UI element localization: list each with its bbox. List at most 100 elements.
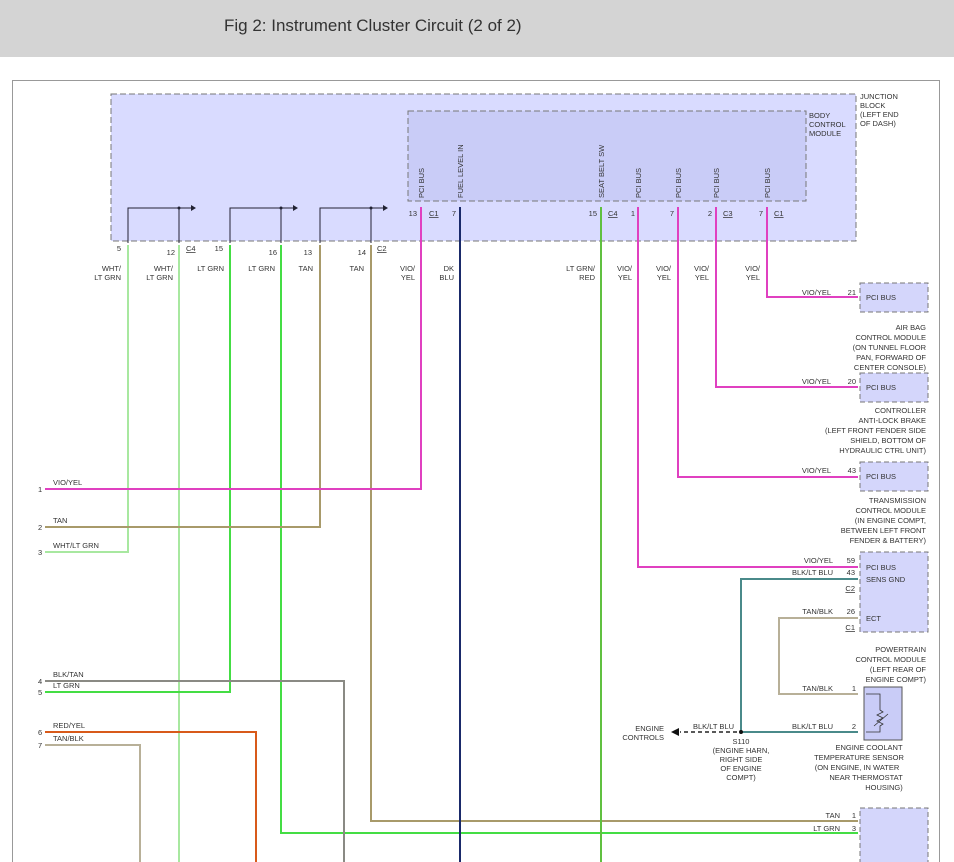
svg-text:BLK/LT BLU: BLK/LT BLU	[792, 568, 833, 577]
svg-text:3: 3	[38, 548, 42, 557]
body-control-module	[407, 110, 807, 202]
wire-tan-2	[45, 245, 321, 528]
svg-text:C1: C1	[429, 209, 439, 218]
svg-text:15: 15	[589, 209, 597, 218]
svg-text:PCI BUS: PCI BUS	[763, 168, 772, 198]
svg-text:SEAT BELT SW: SEAT BELT SW	[597, 144, 606, 198]
wire-blk-lt-blu	[740, 578, 858, 733]
svg-text:2: 2	[852, 722, 856, 731]
wire-red-yel	[45, 731, 257, 862]
wire-lt-grn-5	[45, 245, 231, 693]
jumper-arrows	[177, 205, 388, 211]
arrow-left-icon	[671, 728, 679, 736]
bcm-pin-names: PCI BUS FUEL LEVEL IN SEAT BELT SW PCI B…	[417, 144, 772, 198]
svg-text:PCI BUS: PCI BUS	[866, 383, 896, 392]
svg-text:1: 1	[852, 811, 856, 820]
svg-text:PCI BUS: PCI BUS	[866, 293, 896, 302]
svg-text:1: 1	[38, 485, 42, 494]
abs-module-box	[859, 372, 929, 403]
svg-text:VIO/YEL: VIO/YEL	[802, 288, 831, 297]
svg-text:FUEL LEVEL IN: FUEL LEVEL IN	[456, 144, 465, 198]
bcm-label: BODY CONTROL MODULE	[809, 111, 846, 138]
svg-text:TAN/BLK: TAN/BLK	[53, 734, 84, 743]
svg-text:VIO/YEL: VIO/YEL	[400, 264, 416, 282]
svg-text:PCI BUS: PCI BUS	[674, 168, 683, 198]
svg-text:43: 43	[847, 568, 855, 577]
page-title: Fig 2: Instrument Cluster Circuit (2 of …	[224, 16, 522, 35]
svg-text:VIO/YEL: VIO/YEL	[802, 377, 831, 386]
svg-text:RED/YEL: RED/YEL	[53, 721, 85, 730]
left-connector-pins: 1 VIO/YEL 2 TAN 3 WHT/LT GRN 4 BLK/TAN 5 LT G…	[38, 478, 99, 750]
svg-text:4: 4	[38, 677, 42, 686]
svg-text:TAN: TAN	[826, 811, 840, 820]
svg-text:PCI BUS: PCI BUS	[417, 168, 426, 198]
svg-text:VIO/YEL: VIO/YEL	[804, 556, 833, 565]
svg-text:PCI BUS: PCI BUS	[866, 472, 896, 481]
svg-text:VIO/YEL: VIO/YEL	[617, 264, 633, 282]
svg-text:TAN: TAN	[53, 516, 67, 525]
svg-text:21: 21	[848, 288, 856, 297]
wire-tan-blk-ect	[778, 617, 858, 695]
wire-color-labels: WHT/LT GRN WHT/LT GRN LT GRN LT GRN TAN …	[94, 264, 761, 282]
svg-text:VIO/YEL: VIO/YEL	[745, 264, 761, 282]
junction-block-pin-numbers: 5 12 C4 15 16 13 14 C2	[117, 244, 387, 257]
svg-text:VIO/YEL: VIO/YEL	[802, 466, 831, 475]
svg-text:14: 14	[358, 248, 366, 257]
svg-text:VIO/YEL: VIO/YEL	[694, 264, 710, 282]
module-boxes	[859, 282, 929, 862]
svg-text:BLK/LT BLU: BLK/LT BLU	[693, 722, 734, 731]
ect-sensor-box	[863, 686, 903, 741]
svg-text:SENS GND: SENS GND	[866, 575, 906, 584]
svg-text:ECT: ECT	[866, 614, 881, 623]
svg-text:VIO/YEL: VIO/YEL	[656, 264, 672, 282]
svg-text:20: 20	[848, 377, 856, 386]
bottom-module-box	[859, 807, 929, 862]
svg-text:TAN/BLK: TAN/BLK	[802, 607, 833, 616]
junction-block-jumpers	[127, 207, 384, 243]
svg-text:C4: C4	[186, 244, 196, 253]
wire-vio-yel-pcm	[637, 207, 858, 568]
svg-text:TAN: TAN	[299, 264, 313, 273]
svg-text:PCI BUS: PCI BUS	[712, 168, 721, 198]
svg-text:TAN/BLK: TAN/BLK	[802, 684, 833, 693]
variable-resistor-arrow-icon	[873, 713, 889, 727]
wire-vio-yel-tcm	[677, 207, 858, 478]
svg-text:C1: C1	[845, 623, 855, 632]
svg-text:PCI BUS: PCI BUS	[634, 168, 643, 198]
tcm-module-box	[859, 461, 929, 492]
svg-text:5: 5	[38, 688, 42, 697]
wire-vio-yel-1	[45, 207, 422, 490]
svg-text:C3: C3	[723, 209, 733, 218]
svg-text:13: 13	[304, 248, 312, 257]
pcm-module-box	[859, 551, 929, 633]
svg-text:LT GRN: LT GRN	[813, 824, 840, 833]
svg-text:12: 12	[167, 248, 175, 257]
svg-text:WHT/LT GRN: WHT/LT GRN	[53, 541, 99, 550]
svg-text:LT GRN/RED: LT GRN/RED	[566, 264, 596, 282]
svg-text:WHT/LT GRN: WHT/LT GRN	[94, 264, 122, 282]
svg-text:16: 16	[269, 248, 277, 257]
svg-text:C2: C2	[845, 584, 855, 593]
junction-block-label: JUNCTION BLOCK (LEFT END OF DASH)	[860, 92, 899, 128]
wire-vio-yel-airbag	[766, 207, 858, 298]
header-bar: Fig 2: Instrument Cluster Circuit (2 of …	[0, 0, 954, 57]
svg-text:WHT/LT GRN: WHT/LT GRN	[146, 264, 174, 282]
svg-text:7: 7	[759, 209, 763, 218]
svg-text:7: 7	[38, 741, 42, 750]
svg-text:BLK/LT BLU: BLK/LT BLU	[792, 722, 833, 731]
wire-wht-lt-grn-3	[45, 245, 129, 553]
svg-text:5: 5	[117, 244, 121, 253]
splice-dot	[739, 730, 743, 734]
svg-text:26: 26	[847, 607, 855, 616]
svg-text:2: 2	[38, 523, 42, 532]
svg-text:1: 1	[852, 684, 856, 693]
svg-text:7: 7	[670, 209, 674, 218]
svg-text:PCI BUS: PCI BUS	[866, 563, 896, 572]
